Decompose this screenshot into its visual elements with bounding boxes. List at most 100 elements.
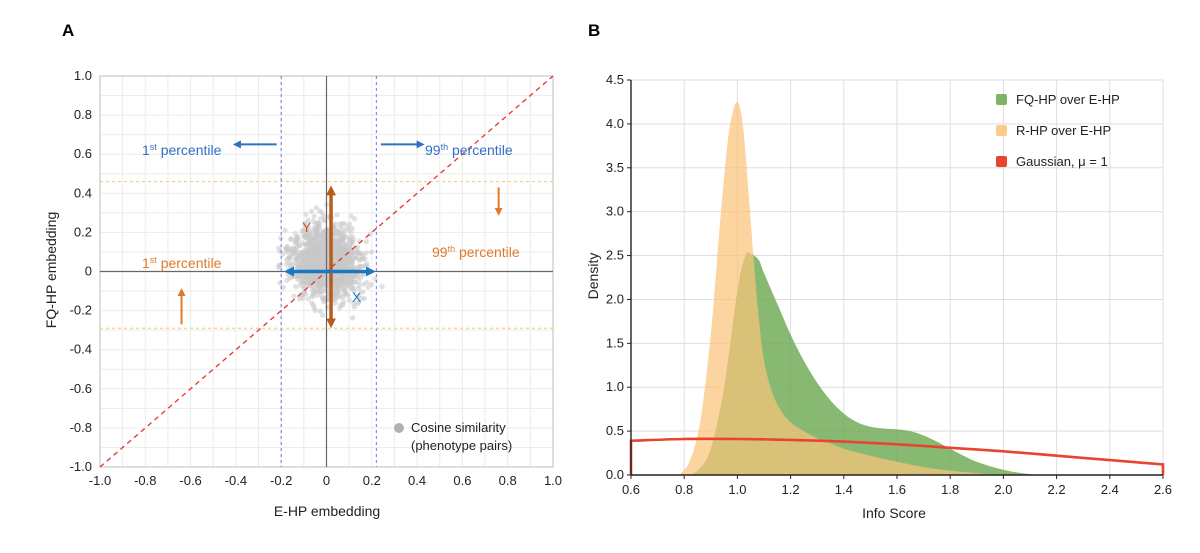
- scatter-point: [295, 260, 301, 266]
- x-tick-label-b: 2.6: [1154, 482, 1172, 497]
- scatter-point: [339, 240, 345, 246]
- scatter-point: [348, 213, 354, 219]
- scatter-point: [331, 238, 337, 244]
- scatter-point: [310, 254, 316, 260]
- scatter-point: [282, 245, 288, 251]
- scatter-point: [314, 220, 320, 226]
- scatter-point: [293, 284, 299, 290]
- x-spread-label: X: [352, 289, 362, 305]
- scatter-point: [357, 250, 363, 257]
- scatter-point: [280, 284, 286, 290]
- scatter-point: [364, 279, 370, 286]
- scatter-point: [304, 255, 310, 261]
- scatter-point: [341, 286, 347, 292]
- scatter-point: [309, 300, 315, 306]
- legend-swatch-b: [996, 125, 1007, 136]
- x-tick-label-a: -0.2: [270, 473, 292, 488]
- y-tick-label-a: -1.0: [70, 459, 92, 474]
- scatter-point: [349, 234, 355, 240]
- legend-marker-cosine: [394, 423, 404, 433]
- y-tick-label-b: 0.5: [606, 423, 624, 438]
- scatter-point: [311, 305, 317, 311]
- area-r-hp: [678, 101, 1004, 475]
- y-tick-label-b: 2.0: [606, 291, 624, 306]
- y-tick-label-b: 1.5: [606, 335, 624, 350]
- scatter-point: [291, 293, 297, 299]
- scatter-point: [332, 286, 338, 292]
- scatter-point: [294, 235, 300, 241]
- scatter-point: [343, 248, 349, 254]
- scatter-point: [307, 273, 313, 279]
- x-tick-label-a: 0.2: [363, 473, 381, 488]
- x-tick-label-b: 1.4: [835, 482, 853, 497]
- x-tick-label-b: 0.8: [675, 482, 693, 497]
- x-tick-label-a: -0.8: [134, 473, 156, 488]
- scatter-point: [305, 237, 311, 243]
- legend-b: FQ-HP over E-HP R-HP over E-HP Gaussian, μ…: [996, 92, 1120, 169]
- scatter-point: [289, 262, 295, 268]
- x-tick-label-b: 2.2: [1048, 482, 1066, 497]
- scatter-point: [313, 242, 319, 248]
- x-high-percentile-label: 99th percentile: [425, 142, 513, 158]
- x-tick-label-b: 1.6: [888, 482, 906, 497]
- y-tick-label-b: 1.0: [606, 379, 624, 394]
- scatter-point: [317, 208, 323, 214]
- scatter-point: [355, 293, 361, 299]
- y-tick-label-a: -0.2: [70, 303, 92, 318]
- scatter-point: [282, 227, 288, 233]
- scatter-point: [360, 289, 366, 295]
- density-plot: 0.6 0.8 1.0 1.2 1.4 1.6 1.8 2.0 2.2 2.4 2.6 0.0 0.5 1…: [585, 72, 1172, 521]
- scatter-point: [315, 274, 321, 280]
- legend-swatch-b: [996, 156, 1007, 167]
- scatter-point: [303, 211, 309, 217]
- y-tick-label-a: -0.8: [70, 420, 92, 435]
- x-tick-label-b: 2.4: [1101, 482, 1119, 497]
- scatter-point: [337, 305, 343, 311]
- scatter-point: [340, 220, 346, 226]
- legend-label-line2: (phenotype pairs): [411, 438, 512, 453]
- scatter-point: [305, 217, 311, 223]
- legend-label-line1: Cosine similarity: [411, 420, 506, 435]
- x-tick-label-a: 0.6: [453, 473, 471, 488]
- x-low-percentile-label: 1st percentile: [142, 142, 222, 158]
- legend-label-b: FQ-HP over E-HP: [1016, 92, 1120, 107]
- y-tick-label-b: 4.0: [606, 116, 624, 131]
- scatter-point: [311, 213, 317, 219]
- scatter-point: [305, 296, 311, 302]
- scatter-point: [317, 246, 323, 252]
- y-tick-label-a: -0.6: [70, 381, 92, 396]
- scatter-point: [324, 304, 330, 310]
- scatter-point: [312, 289, 318, 295]
- scatter-point: [293, 240, 299, 246]
- scatter-point: [345, 224, 352, 231]
- scatter-point: [334, 282, 340, 288]
- scatter-point: [280, 251, 286, 257]
- scatter-point: [309, 208, 315, 214]
- scatter-point: [313, 229, 319, 235]
- x-axis-title-a: E-HP embedding: [274, 503, 380, 519]
- legend-swatch-b: [996, 94, 1007, 105]
- scatter-point: [307, 261, 314, 267]
- y-axis-title-b: Density: [585, 253, 601, 300]
- scatter-point: [345, 282, 351, 288]
- x-tick-label-a: 0.4: [408, 473, 426, 488]
- panel-label-a: A: [62, 21, 74, 40]
- x-tick-label-a: -1.0: [89, 473, 111, 488]
- x-tick-label-b: 0.6: [622, 482, 640, 497]
- scatter-point: [283, 261, 290, 267]
- scatter-point: [379, 284, 385, 290]
- scatter-point: [313, 205, 319, 211]
- x-tick-label-a: 0: [323, 473, 330, 488]
- scatter-point: [316, 283, 322, 289]
- scatter-point: [350, 315, 356, 321]
- scatter-point: [320, 295, 326, 301]
- x-tick-label-a: -0.4: [225, 473, 247, 488]
- legend-label-b: R-HP over E-HP: [1016, 123, 1111, 138]
- y-tick-label-a: 0.6: [74, 146, 92, 161]
- x-axis-title-b: Info Score: [862, 505, 926, 521]
- scatter-point: [287, 275, 293, 281]
- scatter-point: [351, 300, 357, 306]
- scatter-point: [304, 241, 310, 247]
- scatter-point: [356, 263, 362, 270]
- y-tick-label-b: 3.5: [606, 160, 624, 175]
